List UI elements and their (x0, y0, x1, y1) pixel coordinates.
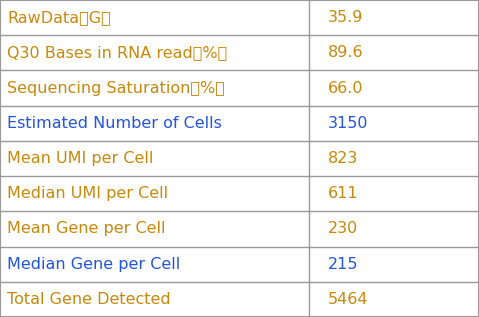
Text: Median UMI per Cell: Median UMI per Cell (7, 186, 168, 201)
Text: Q30 Bases in RNA read（%）: Q30 Bases in RNA read（%） (7, 45, 228, 60)
Text: Median Gene per Cell: Median Gene per Cell (7, 257, 181, 272)
Text: Mean UMI per Cell: Mean UMI per Cell (7, 151, 154, 166)
Text: RawData（G）: RawData（G） (7, 10, 111, 25)
Text: 89.6: 89.6 (328, 45, 364, 60)
Text: 3150: 3150 (328, 116, 369, 131)
Text: 215: 215 (328, 257, 359, 272)
Text: 35.9: 35.9 (328, 10, 364, 25)
Text: 823: 823 (328, 151, 358, 166)
Text: 230: 230 (328, 222, 358, 236)
Text: Sequencing Saturation（%）: Sequencing Saturation（%） (7, 81, 225, 95)
Text: Mean Gene per Cell: Mean Gene per Cell (7, 222, 166, 236)
Text: Estimated Number of Cells: Estimated Number of Cells (7, 116, 222, 131)
Text: Total Gene Detected: Total Gene Detected (7, 292, 171, 307)
Text: 611: 611 (328, 186, 359, 201)
Text: 66.0: 66.0 (328, 81, 364, 95)
Text: 5464: 5464 (328, 292, 369, 307)
